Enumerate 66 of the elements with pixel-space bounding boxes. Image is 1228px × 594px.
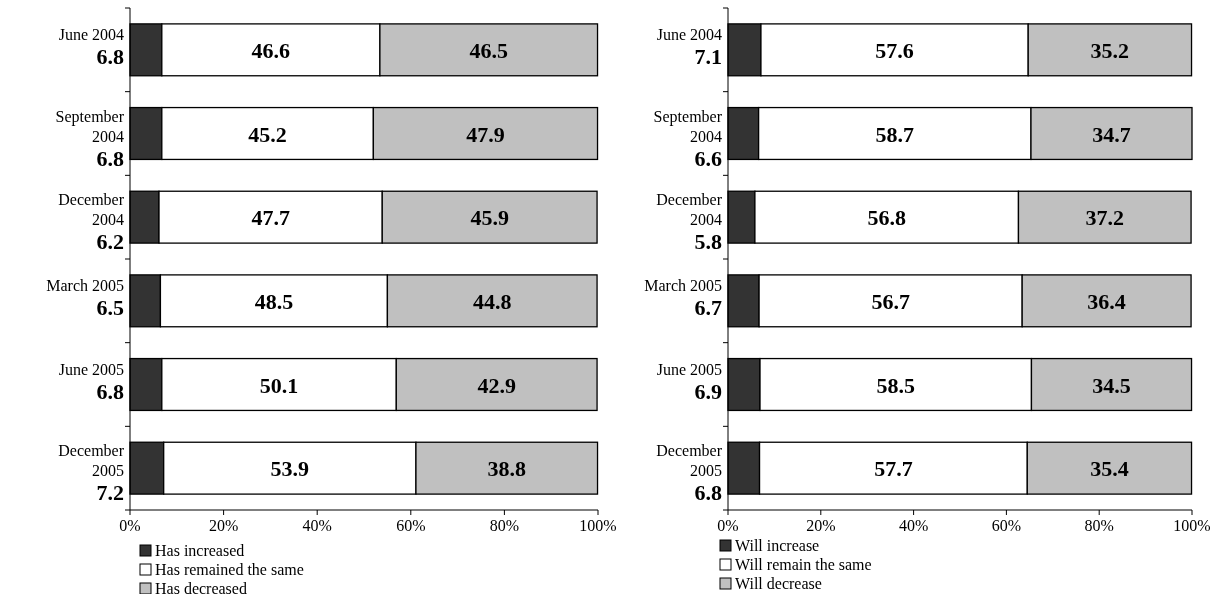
y-tick-label: December 2005 — [656, 442, 723, 480]
y-tick-label: December 2004 — [58, 191, 125, 229]
y-tick-label: December 2004 — [656, 191, 723, 229]
data-label: 53.9 — [270, 456, 310, 482]
y-tick-label: March 2005 — [46, 276, 124, 294]
data-label: 57.6 — [875, 37, 914, 63]
data-label: 44.8 — [472, 288, 512, 314]
y-tick-label: June 2004 — [58, 25, 124, 43]
legend-label: Has remained the same — [155, 561, 304, 578]
y-tick-label: June 2005 — [58, 360, 124, 378]
data-label: 35.2 — [1090, 37, 1130, 63]
y-tick-label: September 2004 — [55, 107, 125, 145]
data-label: 6.5 — [96, 294, 124, 320]
data-label: 58.5 — [876, 372, 915, 398]
y-tick-label: June 2004 — [656, 25, 722, 43]
data-label: 6.8 — [96, 43, 124, 69]
data-label: 56.8 — [867, 205, 906, 231]
data-label: 36.4 — [1087, 288, 1126, 314]
x-tick-label: 100% — [579, 517, 617, 534]
data-label: 34.5 — [1092, 372, 1131, 398]
data-label: 5.8 — [694, 229, 722, 255]
data-label: 42.9 — [477, 372, 516, 398]
data-label: 34.7 — [1092, 121, 1131, 147]
y-tick-label: June 2005 — [656, 360, 722, 378]
y-tick-label: March 2005 — [644, 276, 722, 294]
x-tick-label: 60% — [396, 517, 426, 534]
data-label: 6.7 — [694, 294, 722, 320]
x-tick-label: 40% — [898, 517, 929, 534]
data-label: 7.2 — [96, 480, 124, 506]
data-label: 50.1 — [259, 372, 299, 398]
y-tick-label: September 2004 — [653, 107, 723, 145]
data-label: 6.8 — [694, 480, 722, 506]
data-label: 56.7 — [871, 288, 910, 314]
data-label: 6.6 — [694, 145, 722, 171]
data-label: 47.9 — [466, 121, 505, 147]
y-tick-label: December 2005 — [58, 442, 125, 480]
x-tick-label: 40% — [302, 517, 332, 534]
legend-label: Has decreased — [155, 580, 247, 594]
data-label: 48.5 — [254, 288, 294, 314]
x-tick-label: 60% — [991, 517, 1022, 534]
data-label: 7.1 — [694, 43, 722, 69]
x-tick-label: 20% — [208, 517, 239, 534]
x-tick-label: 0% — [119, 517, 141, 534]
data-label: 58.7 — [875, 121, 915, 147]
data-label: 6.9 — [694, 378, 722, 404]
x-tick-label: 0% — [717, 517, 739, 534]
data-label: 57.7 — [874, 456, 913, 482]
data-label: 45.9 — [470, 205, 509, 231]
data-label: 6.2 — [96, 229, 124, 255]
data-label: 47.7 — [251, 205, 290, 231]
x-tick-label: 100% — [1173, 517, 1211, 534]
legend-label: Will increase — [735, 537, 820, 554]
legend-label: Will remain the same — [735, 556, 872, 573]
data-label: 6.8 — [96, 378, 124, 404]
x-tick-label: 20% — [806, 517, 836, 534]
data-label: 45.2 — [248, 121, 287, 147]
data-label: 6.8 — [96, 145, 124, 171]
data-label: 35.4 — [1090, 456, 1129, 482]
legend-label: Has increased — [155, 542, 245, 559]
data-label: 37.2 — [1085, 205, 1125, 231]
data-label: 46.6 — [251, 37, 291, 63]
x-tick-label: 80% — [1084, 517, 1114, 534]
data-label: 38.8 — [487, 456, 526, 482]
legend-label: Will decrease — [735, 575, 822, 592]
data-label: 46.5 — [469, 37, 508, 63]
x-tick-label: 80% — [489, 517, 520, 534]
